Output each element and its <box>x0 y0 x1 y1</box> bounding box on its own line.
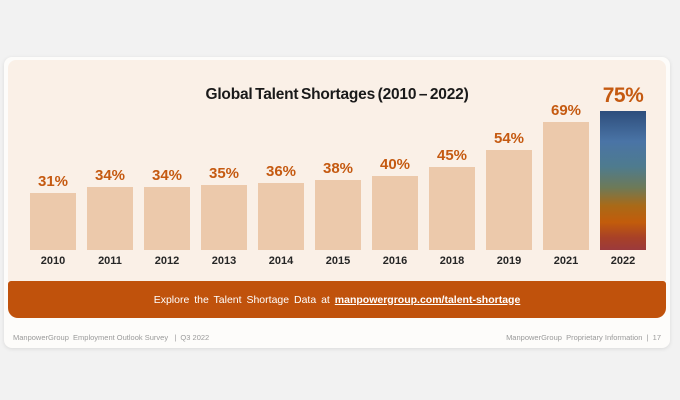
bar <box>315 180 361 250</box>
bar <box>543 122 589 250</box>
bar <box>600 111 646 250</box>
bar-value-label: 38% <box>322 160 354 177</box>
slide-footer: ManpowerGroup Employment Outlook Survey … <box>4 333 670 342</box>
bar <box>201 185 247 250</box>
bar-group: 36% 2014 <box>258 163 304 267</box>
bar-year-label: 2018 <box>439 255 465 267</box>
bar-value-label: 69% <box>550 102 582 119</box>
bar-value-label: 54% <box>493 130 525 147</box>
bar-group: 38% 2015 <box>315 160 361 267</box>
chart-panel: Global Talent Shortages (2010 – 2022) 31… <box>8 60 666 281</box>
bar <box>144 187 190 250</box>
bar-year-label: 2013 <box>211 255 237 267</box>
talent-shortage-link[interactable]: manpowergroup.com/talent-shortage <box>334 293 521 306</box>
bar <box>87 187 133 250</box>
bar-group: 69% 2021 <box>543 102 589 267</box>
bar-group: 54% 2019 <box>486 130 532 267</box>
bar-value-label: 36% <box>265 163 297 180</box>
bar-group: 40% 2016 <box>372 156 418 267</box>
footer-right-text: ManpowerGroup Proprietary Information | … <box>506 333 661 342</box>
bar-value-label: 34% <box>94 167 126 184</box>
bar <box>429 167 475 250</box>
bar-group: 34% 2011 <box>87 167 133 267</box>
bar-group: 34% 2012 <box>144 167 190 267</box>
bar-value-label: 31% <box>37 173 69 190</box>
chart-title: Global Talent Shortages (2010 – 2022) <box>205 86 469 103</box>
presentation-slide: Global Talent Shortages (2010 – 2022) 31… <box>4 57 670 348</box>
footer-left-text: ManpowerGroup Employment Outlook Survey … <box>13 333 210 342</box>
bar-year-label: 2022 <box>610 255 636 267</box>
bar-value-label: 45% <box>436 147 468 164</box>
bar-value-label: 40% <box>379 156 411 173</box>
bar-year-label: 2014 <box>268 255 294 267</box>
bar-year-label: 2011 <box>98 255 122 267</box>
bar-year-label: 2012 <box>154 255 180 267</box>
bar-year-label: 2015 <box>325 255 351 267</box>
bar-year-label: 2019 <box>496 255 522 267</box>
talent-shortage-banner: Explore the Talent Shortage Data at manp… <box>8 281 666 318</box>
bar-value-label: 75% <box>602 84 644 107</box>
bar-chart: 31% 2010 34% 2011 34% 2012 35% 2013 36% 2014 38% 20… <box>30 84 646 267</box>
bar-group: 31% 2010 <box>30 173 76 267</box>
banner-text: Explore the Talent Shortage Data at <box>153 293 335 306</box>
bar-year-label: 2010 <box>40 255 66 267</box>
bar-year-label: 2021 <box>553 255 579 267</box>
bar-year-label: 2016 <box>382 255 408 267</box>
bar <box>372 176 418 250</box>
bar-value-label: 35% <box>208 165 240 182</box>
bar-group: 35% 2013 <box>201 165 247 267</box>
bar-group: 45% 2018 <box>429 147 475 267</box>
bar <box>258 183 304 250</box>
bar <box>30 193 76 250</box>
bar-group: 75% 2022 <box>600 84 646 267</box>
bar <box>486 150 532 250</box>
bar-value-label: 34% <box>151 167 183 184</box>
